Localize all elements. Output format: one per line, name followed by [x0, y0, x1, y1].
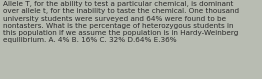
Text: Allele T, for the ability to test a particular chemical, is dominant
over allele: Allele T, for the ability to test a part… — [3, 1, 239, 43]
